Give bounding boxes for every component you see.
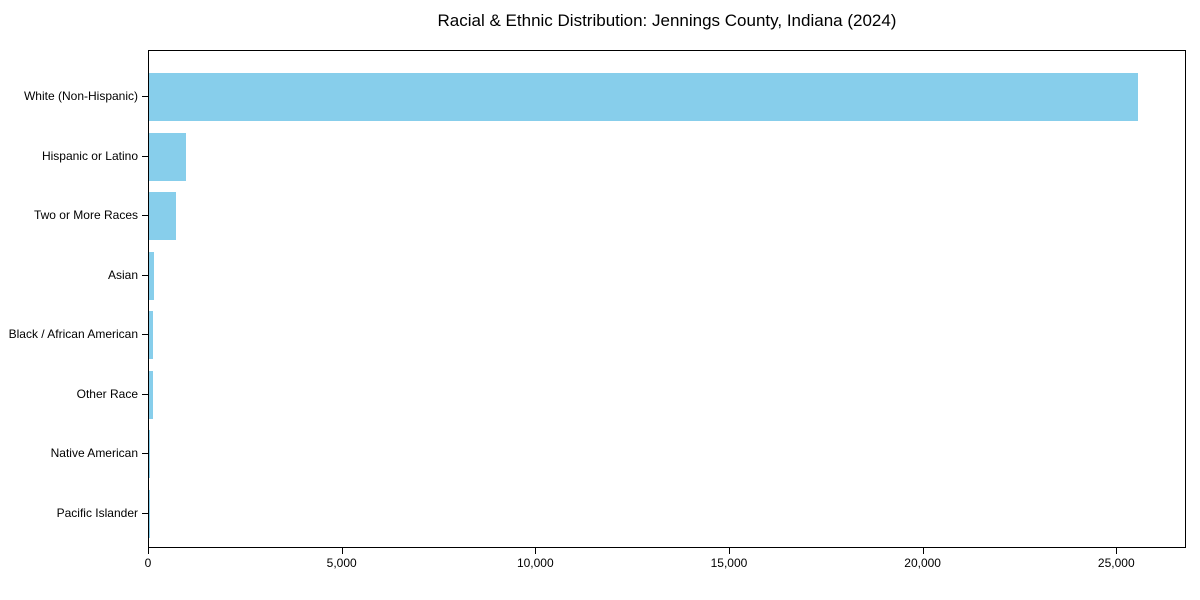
y-axis-label: Two or More Races [33,208,138,222]
bar-two-or-more-races [149,192,177,240]
bar-asian [149,251,155,300]
chart-title: Racial & Ethnic Distribution: Jennings C… [437,11,897,30]
y-axis-label: White (Non-Hispanic) [23,89,138,103]
x-tick-mark [148,548,149,554]
y-tick-mark [142,512,148,514]
x-tick-label: 0 [144,556,152,570]
x-tick-label: 5,000 [326,556,357,570]
bar-hispanic-or-latino [149,132,186,181]
y-tick-mark [142,453,148,454]
y-tick-mark [142,96,148,97]
x-tick-mark [922,548,924,554]
x-tick-label: 20,000 [904,556,941,570]
bar-native-american [149,430,151,478]
x-tick-mark [341,548,343,554]
y-tick-mark [142,334,148,335]
bar-white-non-hispanic [149,73,1139,121]
y-axis-label: Native American [50,446,138,460]
x-tick-mark [535,548,537,554]
x-tick-mark [728,548,730,554]
y-axis-label: Pacific Islander [56,505,138,520]
x-tick-label: 15,000 [710,556,748,570]
y-tick-mark [142,155,148,157]
x-tick-label: 25,000 [1097,556,1135,570]
plot-area [148,50,1186,548]
y-axis-label: Hispanic or Latino [41,148,138,163]
bar-other-race [149,370,153,419]
y-tick-mark [142,215,148,216]
x-tick-label: 10,000 [516,556,554,570]
y-axis-label: Black / African American [8,327,138,341]
y-tick-mark [142,274,148,276]
bar-black-african-american [149,311,154,359]
x-tick-mark [1116,548,1118,554]
y-tick-mark [142,393,148,395]
y-axis-label: Asian [107,267,138,282]
y-axis-label: Other Race [76,386,138,401]
